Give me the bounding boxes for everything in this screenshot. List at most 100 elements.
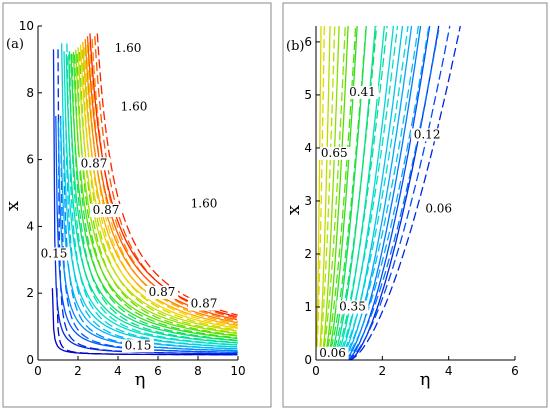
panel-b-label-bg — [422, 202, 455, 216]
panel-b-contour-solid — [333, 25, 386, 361]
panel-b-contour-label: 0.06 — [425, 202, 452, 216]
panel-b-contour-label: 0.41 — [349, 85, 376, 99]
panel-b-contour-dashed — [336, 25, 409, 361]
panel-a-contour-dashed — [71, 54, 238, 344]
panel-b-label-bg — [318, 146, 351, 160]
panel-a-contour-solid — [77, 47, 237, 332]
panel-a-contour-dashed — [56, 288, 238, 356]
panel-a-label-bg — [90, 204, 122, 218]
panel-b-contour-dashed — [325, 25, 367, 361]
panel-b-contour-label: 0.12 — [414, 127, 441, 141]
panel-a-contour-solid — [68, 54, 238, 342]
panel-b-contour-dashed — [320, 25, 346, 361]
panel-a-contour-solid — [82, 41, 238, 327]
panel-b-contour-solid — [315, 25, 322, 361]
panel-a-contour-labels: 1.60 1.60 0.87 0.87 1.60 0.15 0.87 0.87 0.15 — [38, 41, 220, 353]
panel-b-xlabel: η — [420, 369, 431, 390]
panel-a-contour-dashed — [73, 54, 238, 341]
panel-a-contour-solid — [79, 44, 238, 329]
panel-b-label-bg — [346, 85, 379, 99]
panel-b-x-tick-label: 0 — [312, 364, 320, 378]
panel-b-contour-solid — [320, 25, 340, 361]
panel-a-y-tick-label: 2 — [26, 286, 34, 300]
panel-b-y-tick-label: 2 — [304, 247, 312, 261]
panel-a-label-bg — [146, 285, 178, 299]
panel-b-y-tick-label: 0 — [304, 353, 312, 367]
panel-a-contour-label: 0.87 — [149, 285, 176, 299]
panel-a-contour-dashed — [96, 33, 238, 316]
panel-a-label-bg — [78, 157, 110, 171]
panel-a-frame — [2, 2, 272, 408]
panel-a-x-tick-label: 8 — [194, 364, 202, 378]
panel-b-contour-solid — [341, 25, 413, 361]
panel-a-contour-dashed — [86, 44, 239, 328]
panel-b-y-tick-label: 4 — [304, 141, 312, 155]
panel-a-x-tick-label: 10 — [230, 364, 245, 378]
panel-b-y-tick-label: 3 — [304, 194, 312, 208]
panel-b-label: (b) — [286, 39, 304, 54]
panel-b-frame — [282, 2, 548, 408]
panel-a-label-bg — [118, 100, 150, 114]
panel-a-y-tick-label: 4 — [26, 219, 34, 233]
panel-b-y-tick-label: 6 — [304, 35, 312, 49]
panel-a-x-tick-label: 2 — [74, 364, 82, 378]
panel-b-contour-label: 0.65 — [321, 146, 348, 160]
panel-b-contour-solid — [336, 25, 395, 361]
panel-b-contour-dashed — [328, 25, 378, 361]
panel-b-contour-dashed — [343, 25, 441, 361]
panel-a-contour-solid — [84, 39, 238, 324]
panel-a-ylabel: x — [2, 201, 23, 211]
panel-b-x-tick-label: 4 — [445, 364, 453, 378]
panel-a-contour-solid — [75, 49, 237, 335]
panel-b-contour-dashed — [318, 25, 336, 361]
panel-a-label-bg — [112, 42, 144, 56]
panel-b-contour-dashed — [338, 25, 420, 361]
panel-a-contour-dashed — [66, 43, 238, 348]
panel-a-contour-label: 1.60 — [115, 41, 142, 55]
panel-b-contour-solid — [338, 25, 404, 361]
panel-a-axes: 0 2 4 6 8 10 0 2 4 6 8 10 — [19, 19, 246, 378]
panel-a-contour-label: 0.87 — [93, 203, 120, 217]
panel-a: 1.60 1.60 0.87 0.87 1.60 0.15 0.87 0.87 0.15 0 2 4… — [2, 2, 272, 408]
panel-b-axes: 0 2 4 6 0 1 2 3 4 5 6 — [304, 26, 519, 378]
panel-b-contour-solid — [323, 25, 349, 361]
panel-a-contour-dashed — [81, 49, 237, 334]
panel-a-contour-dashed — [89, 41, 239, 326]
panel-b-y-tick-label: 1 — [304, 300, 312, 314]
panel-b-contour-dashed — [331, 25, 388, 361]
panel-a-contour-dashed — [64, 117, 238, 350]
panel-a-contour-label: 1.60 — [191, 196, 218, 210]
panel-b-contour-solid — [343, 25, 422, 361]
panel-a-x-tick-label: 6 — [154, 364, 162, 378]
panel-b: 0.41 0.12 0.65 0.06 0.35 0.06 0 2 4 6 0 1 2 3 4 5 6 (b)… — [282, 2, 548, 408]
panel-a-contour-solid — [70, 53, 238, 340]
panel-a-label-bg — [122, 339, 154, 353]
panel-b-contour-solid — [317, 25, 331, 361]
panel-a-contour-dashed — [94, 36, 238, 319]
panel-a-label: (a) — [6, 37, 24, 52]
panel-a-contour-dashed — [83, 47, 237, 331]
panel-a-contour-solid — [59, 117, 238, 350]
panel-b-ylabel: x — [283, 205, 304, 215]
panel-b-x-tick-label: 2 — [379, 364, 387, 378]
panel-a-contour-label: 1.60 — [121, 100, 148, 114]
panel-b-contour-label: 0.35 — [339, 300, 366, 314]
panel-b-contour-dashed — [323, 25, 357, 361]
panel-a-contour-label: 0.87 — [81, 156, 108, 170]
panel-a-y-tick-label: 6 — [26, 153, 34, 167]
panel-b-y-tick-label: 5 — [304, 88, 312, 102]
panel-a-contour-label: 0.15 — [41, 246, 68, 260]
panel-b-contours — [315, 25, 461, 361]
panel-a-y-tick-label: 10 — [19, 19, 34, 33]
panel-a-contour-label: 0.15 — [125, 338, 152, 352]
panel-b-contour-solid — [346, 25, 431, 361]
panel-a-contour-solid — [63, 51, 237, 346]
panel-a-label-bg — [188, 297, 220, 311]
panel-a-y-tick-label: 0 — [26, 353, 34, 367]
panel-b-contour-solid — [325, 25, 358, 361]
panel-b-contour-labels: 0.41 0.12 0.65 0.06 0.35 0.06 — [316, 85, 455, 360]
panel-a-x-tick-label: 4 — [114, 364, 122, 378]
panel-b-contour-dashed — [346, 25, 451, 361]
panel-a-label-bg — [38, 247, 70, 261]
